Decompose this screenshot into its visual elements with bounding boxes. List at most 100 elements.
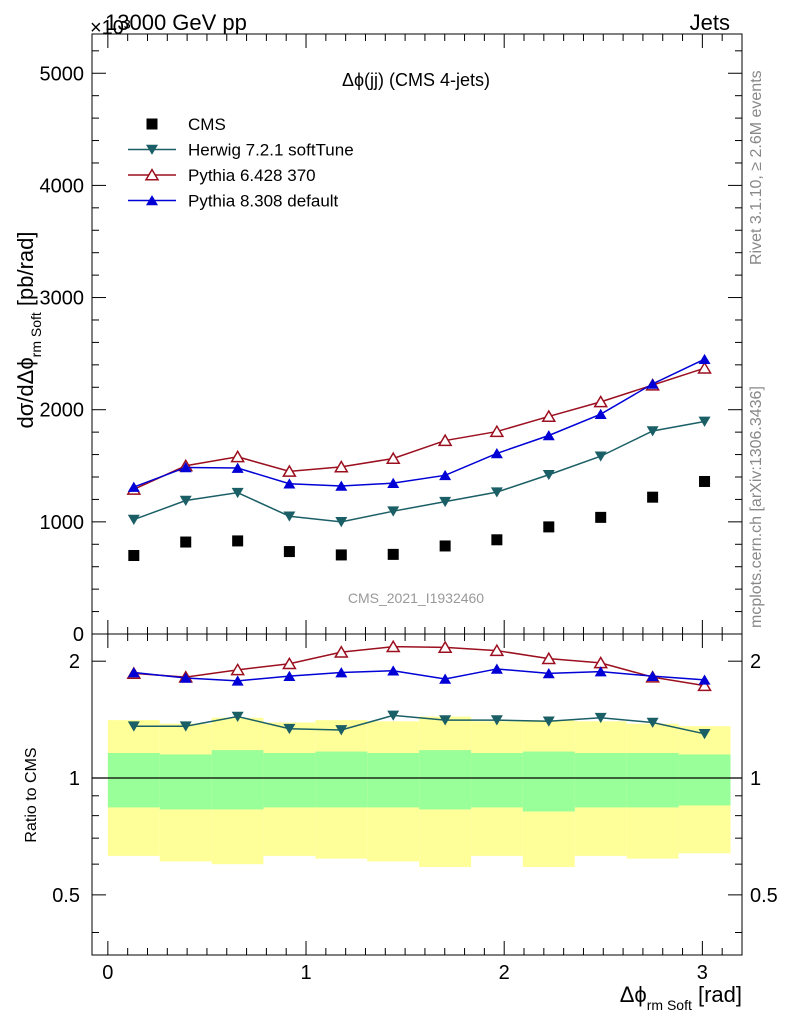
- watermark: CMS_2021_I1932460: [348, 590, 484, 606]
- ratio-herwig-7-2-1-softtune-line: [133, 714, 705, 735]
- herwig-7-2-1-softtune-point: [231, 487, 244, 499]
- main-y-tick-label: 3000: [40, 288, 85, 310]
- herwig-7-2-1-softtune-point: [283, 511, 296, 522]
- mcplots-label: mcplots.cern.ch [arXiv:1306.3436]: [748, 386, 765, 628]
- ratio-axes-layer: 0.5 0.5 1 1 2 2 0 1 2 3: [52, 633, 778, 984]
- ratio-pythia-8-308-default-point: [698, 674, 711, 685]
- ratio-y-tick-label-right: 2: [750, 651, 761, 673]
- herwig-7-2-1-softtune-point: [490, 487, 503, 498]
- band-inner-bin: [211, 750, 264, 810]
- band-inner-bin: [107, 753, 160, 808]
- pythia-8-308-default-point: [335, 480, 348, 491]
- main-y-axis-label-unit: [pb/rad]: [13, 231, 38, 312]
- legend-item-pythia-8-308-default: Pythia 8.308 default: [128, 192, 339, 211]
- x-axis-label: Δϕrm Soft [rad]: [620, 982, 742, 1013]
- main-series-layer: [126, 353, 712, 561]
- ratio-pythia-8-308-default-point: [594, 666, 607, 677]
- band-inner-bin: [626, 753, 679, 808]
- ratio-pythia-8-308-default-point: [283, 670, 296, 681]
- pythia-8-308-default-point: [542, 430, 555, 441]
- legend-label: CMS: [188, 115, 226, 134]
- band-inner-bin: [522, 751, 575, 812]
- cms-point: [180, 536, 192, 548]
- pythia-8-308-default-point: [439, 469, 452, 481]
- ratio-pythia-8-308-default-line: [133, 668, 705, 682]
- ratio-pythia-6-428-370-point: [489, 643, 505, 657]
- ratio-pythia-6-428-370-point: [385, 639, 401, 653]
- ratio-pythia-6-428-370-point: [333, 645, 349, 658]
- herwig-7-2-1-softtune-point: [387, 506, 400, 517]
- x-axis-label-subscript: rm Soft: [647, 997, 692, 1013]
- pythia-6-428-370-point: [282, 464, 297, 477]
- band-inner-bin: [471, 753, 523, 808]
- pythia-8-308-default-point: [387, 477, 400, 488]
- pythia-6-428-370-point: [593, 394, 609, 408]
- legend-marker: [144, 168, 160, 181]
- ratio-pythia-6-428-370-point: [541, 651, 557, 665]
- ratio-herwig-7-2-1-softtune-point: [542, 716, 555, 727]
- ratio-pythia-8-308-default-point: [231, 675, 244, 686]
- pythia-6-428-370-point: [230, 449, 245, 463]
- pythia-8-308-default-point: [283, 478, 296, 489]
- ratio-frame: [91, 633, 743, 956]
- ratio-uncertainty-bands: [92, 716, 742, 867]
- cms-point: [543, 521, 555, 533]
- ratio-pythia-8-308-default-point: [335, 667, 348, 678]
- pythia-6-428-370-point: [333, 460, 349, 473]
- herwig-7-2-1-softtune-point: [439, 496, 452, 508]
- pythia-6-428-370-line: [133, 367, 705, 491]
- ratio-pythia-6-428-370-point: [697, 678, 712, 692]
- header-process: Jets: [690, 10, 730, 35]
- chart-title: Δϕ(jj) (CMS 4-jets): [342, 70, 490, 90]
- band-inner-bin: [419, 750, 472, 810]
- ratio-herwig-7-2-1-softtune-point: [490, 715, 503, 726]
- ratio-pythia-6-428-370-line: [133, 645, 705, 687]
- ratio-y-tick-label: 0.5: [52, 885, 80, 907]
- ratio-series-layer: [126, 639, 712, 740]
- cms-point: [491, 534, 503, 546]
- ratio-herwig-7-2-1-softtune-point: [387, 710, 400, 721]
- herwig-7-2-1-softtune-point: [646, 426, 659, 437]
- pythia-8-308-default-point: [646, 378, 659, 389]
- ratio-herwig-7-2-1-softtune-point: [179, 721, 192, 732]
- main-panel: 0 1000 2000 3000 4000 5000 Δϕ(jj) (CMS 4-jets…: [13, 33, 743, 646]
- legend: CMS Herwig 7.2.1 softTune Pythia 6.428 370…: [128, 115, 354, 211]
- ratio-pythia-6-428-370-point: [230, 662, 245, 676]
- ratio-pythia-8-308-default-point: [387, 665, 400, 676]
- legend-item-herwig-7-2-1-softtune: Herwig 7.2.1 softTune: [128, 141, 354, 160]
- ratio-y-tick-label-right: 1: [750, 768, 761, 790]
- ratio-herwig-7-2-1-softtune-point: [127, 721, 140, 732]
- legend-label: Pythia 6.428 370: [188, 166, 316, 185]
- pythia-6-428-370-point: [541, 409, 557, 422]
- ratio-herwig-7-2-1-softtune-point: [231, 711, 244, 722]
- pythia-6-428-370-point: [385, 451, 401, 465]
- herwig-7-2-1-softtune-point: [335, 517, 348, 528]
- band-inner-bin: [678, 754, 731, 806]
- pythia-8-308-default-point: [231, 462, 244, 473]
- cms-point: [335, 549, 347, 561]
- rivet-label: Rivet 3.1.10, ≥ 2.6M events: [748, 70, 765, 265]
- legend-marker: [146, 195, 158, 206]
- ratio-herwig-7-2-1-softtune-point: [335, 725, 348, 736]
- header-exponent: ×10³: [90, 17, 131, 39]
- ratio-pythia-8-308-default-point: [490, 663, 503, 674]
- herwig-7-2-1-softtune-point: [594, 451, 607, 462]
- band-inner-bin: [159, 754, 212, 810]
- band-inner-bin: [367, 753, 420, 808]
- band-inner-bin: [574, 753, 627, 808]
- cms-point: [232, 535, 244, 547]
- ratio-y-tick-label: 1: [69, 768, 80, 790]
- cms-point: [595, 511, 607, 523]
- pythia-8-308-default-point: [698, 353, 711, 365]
- ratio-y-tick-label: 2: [69, 651, 80, 673]
- main-y-tick-label: 5000: [40, 63, 85, 85]
- ratio-pythia-8-308-default-point: [127, 667, 140, 678]
- ratio-herwig-7-2-1-softtune-point: [283, 723, 296, 735]
- cms-point: [283, 546, 295, 558]
- pythia-8-308-default-point: [594, 408, 607, 419]
- ratio-y-tick-label-right: 0.5: [750, 885, 778, 907]
- herwig-7-2-1-softtune-point: [542, 469, 555, 481]
- legend-label: Herwig 7.2.1 softTune: [188, 141, 354, 160]
- herwig-7-2-1-softtune-point: [127, 514, 140, 526]
